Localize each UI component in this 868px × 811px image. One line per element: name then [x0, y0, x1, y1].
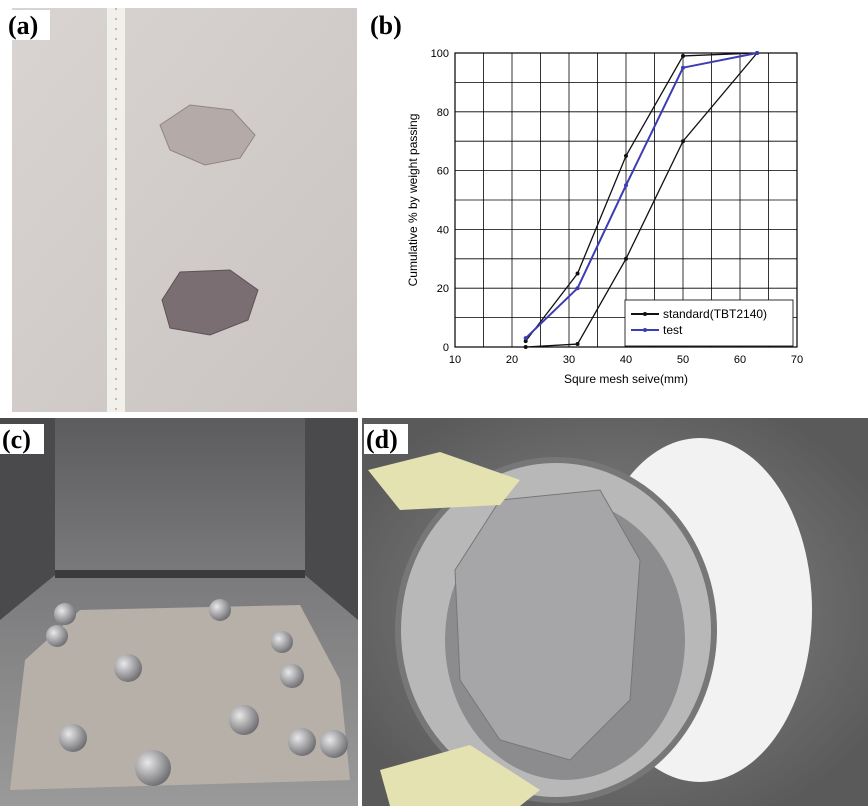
data-point	[576, 342, 580, 346]
data-point	[681, 139, 685, 143]
panel-label: (c)	[2, 425, 31, 454]
photo-a	[12, 8, 357, 412]
x-tick-label: 40	[620, 354, 632, 366]
data-point	[624, 257, 628, 261]
legend-marker	[643, 328, 647, 332]
panel-label: (a)	[8, 11, 38, 40]
legend-label: standard(TBT2140)	[663, 307, 767, 321]
data-point	[624, 154, 628, 158]
legend-label: test	[663, 323, 683, 337]
data-point	[755, 51, 759, 55]
y-tick-label: 20	[437, 283, 449, 295]
panel-label: (d)	[366, 425, 398, 454]
panel-label: (b)	[370, 11, 402, 40]
data-point	[524, 336, 528, 340]
data-point	[576, 272, 580, 276]
y-tick-label: 100	[431, 48, 449, 60]
x-tick-label: 70	[791, 354, 803, 366]
legend-marker	[643, 312, 647, 316]
y-tick-label: 0	[443, 342, 449, 354]
x-tick-label: 50	[677, 354, 689, 366]
x-tick-label: 10	[449, 354, 461, 366]
y-tick-label: 60	[437, 166, 449, 178]
x-axis-label: Squre mesh seive(mm)	[564, 372, 688, 386]
y-tick-label: 40	[437, 224, 449, 236]
photo-d	[362, 418, 868, 806]
data-point	[681, 66, 685, 70]
chart: 10 20 30 40 50 60 70 0 20 40 60 80 100 Squre mesh sei…	[406, 48, 803, 386]
data-point	[681, 54, 685, 58]
photo-c	[0, 418, 358, 806]
y-axis-label: Cumulative % by weight passing	[406, 114, 420, 287]
x-tick-label: 60	[734, 354, 746, 366]
y-tick-label: 80	[437, 107, 449, 119]
x-tick-label: 20	[506, 354, 518, 366]
figure: (a) (b) (c) (d) 102030405060700204060801…	[0, 0, 868, 806]
x-tick-label: 30	[563, 354, 575, 366]
data-point	[624, 183, 628, 187]
data-point	[576, 286, 580, 290]
data-point	[524, 345, 528, 349]
